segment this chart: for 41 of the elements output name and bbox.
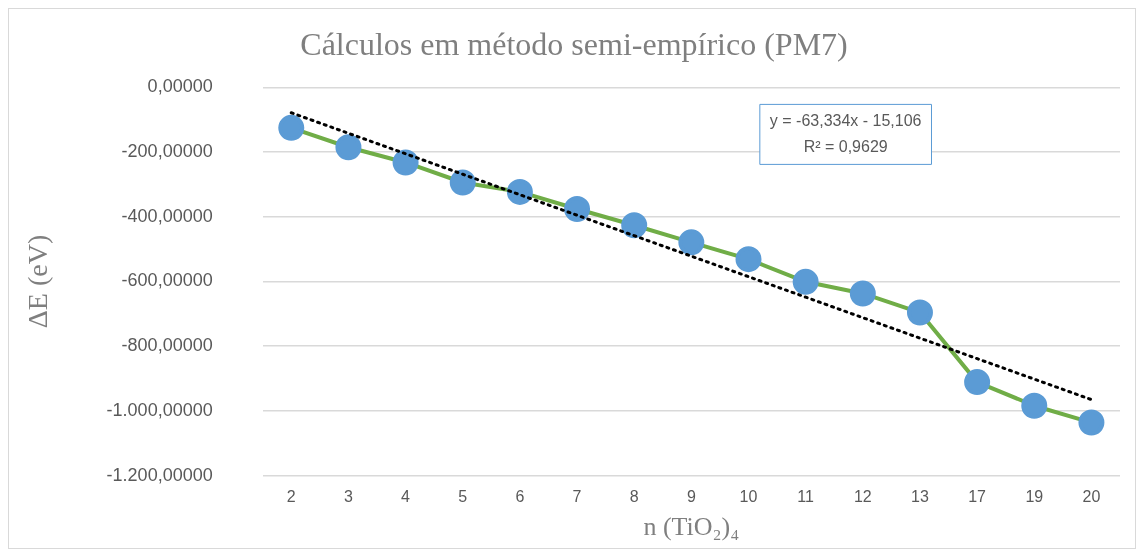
annotation: y = -63,334x - 15,106	[769, 111, 922, 129]
x-tick-label: 6	[515, 487, 525, 505]
y-tick-label: -600,00000	[121, 270, 213, 291]
x-tick-label: 2	[286, 487, 296, 505]
y-tick-label: -800,00000	[121, 335, 213, 356]
x-tick-label: 5	[458, 487, 468, 505]
x-tick-label: 9	[686, 487, 696, 505]
point	[1078, 409, 1105, 436]
annotation: R² = 0,9629	[803, 137, 888, 155]
point	[564, 196, 591, 223]
y-tick-label: -1.200,00000	[106, 464, 213, 485]
x-tick-label: 4	[401, 487, 411, 505]
x-tick-label: 3	[343, 487, 353, 505]
y-tick-label: -400,00000	[121, 205, 213, 226]
point	[278, 114, 305, 141]
y-axis-title: ΔE (eV)	[22, 234, 54, 329]
point	[849, 280, 876, 307]
point	[792, 268, 819, 295]
y-tick-label: -1.000,00000	[106, 399, 213, 420]
point	[964, 369, 991, 396]
x-tick-label: 7	[572, 487, 582, 505]
x-tick-label: 13	[911, 487, 929, 505]
point	[392, 149, 419, 176]
point	[735, 246, 762, 273]
x-tick-label: 19	[1025, 487, 1044, 505]
chart-title: Cálculos em método semi-empírico (PM7)	[300, 25, 848, 62]
x-tick-label: 8	[629, 487, 639, 505]
x-tick-label: 11	[797, 487, 815, 505]
point	[335, 134, 362, 161]
point	[906, 299, 933, 326]
x-tick-label: 17	[968, 487, 987, 505]
point	[449, 169, 476, 196]
x-tick-label: 10	[739, 487, 758, 505]
y-tick-label: -200,00000	[121, 141, 213, 162]
point	[1021, 392, 1048, 419]
point	[678, 229, 705, 256]
x-axis-title: n (TiO₂)₄	[643, 512, 740, 542]
y-tick-label: 0,00000	[147, 76, 213, 97]
point	[621, 212, 648, 239]
x-tick-label: 12	[853, 487, 872, 505]
x-tick-label: 20	[1082, 487, 1101, 505]
